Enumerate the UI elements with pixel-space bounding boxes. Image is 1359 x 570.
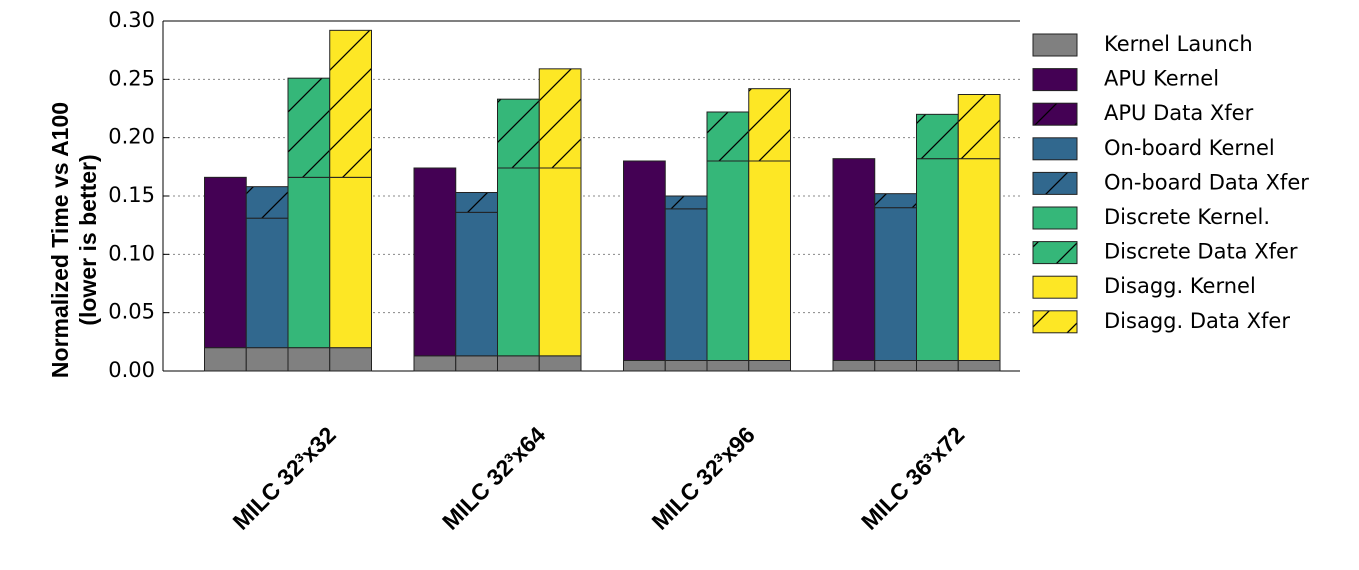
- bar-segment: [288, 348, 330, 371]
- bar-segment: [246, 218, 288, 348]
- bar-segment: [539, 356, 581, 371]
- legend-label: Disagg. Data Xfer: [1104, 309, 1290, 333]
- y-tick-label: 0.15: [108, 183, 155, 207]
- bar-segment: [707, 112, 749, 161]
- y-tick-label: 0.20: [108, 125, 155, 149]
- x-tick-label: MILC 36³x72: [856, 421, 969, 534]
- bar-segment: [707, 361, 749, 372]
- bar-segment: [330, 348, 372, 371]
- legend-swatch: [1033, 34, 1077, 56]
- legend-swatch: [1033, 311, 1077, 333]
- bar-segment: [749, 161, 791, 361]
- y-tick-label: 0.10: [108, 241, 155, 265]
- legend-swatch: [1033, 242, 1077, 264]
- bar-segment: [330, 30, 372, 177]
- bar-segment: [246, 348, 288, 371]
- legend-swatch: [1033, 276, 1077, 298]
- y-tick-label: 0.25: [108, 66, 155, 90]
- bar-segment: [875, 361, 917, 372]
- bar-segment: [917, 159, 959, 361]
- bar-segment: [833, 159, 875, 361]
- x-tick-label: MILC 32³x96: [647, 421, 760, 534]
- legend-swatch: [1033, 207, 1077, 229]
- page: Normalized Time vs A100 (lower is better…: [0, 0, 1359, 570]
- legend-swatch: [1033, 172, 1077, 194]
- bar-segment: [205, 177, 247, 347]
- bar-segment: [875, 194, 917, 208]
- bar-segment: [498, 356, 540, 371]
- y-tick-label: 0.30: [108, 8, 155, 32]
- bar-segment: [624, 361, 666, 372]
- x-tick-label: MILC 32³x32: [228, 421, 341, 534]
- bar-segment: [414, 356, 456, 371]
- bar-segment: [456, 356, 498, 371]
- bar-segment: [958, 159, 1000, 361]
- x-tick-label: MILC 32³x64: [437, 421, 550, 534]
- y-label: (lower is better): [75, 154, 101, 325]
- y-axis-title: Normalized Time vs A100 (lower is better…: [47, 102, 101, 378]
- bar-segment: [917, 361, 959, 372]
- legend-label: Discrete Data Xfer: [1104, 240, 1298, 264]
- bar-segment: [665, 209, 707, 361]
- bar-segment: [833, 361, 875, 372]
- legend-label: APU Data Xfer: [1104, 101, 1254, 125]
- bar-segment: [539, 168, 581, 356]
- bar-segment: [456, 212, 498, 355]
- bar-segment: [414, 168, 456, 356]
- legend-label: Kernel Launch: [1104, 32, 1253, 56]
- bar-segment: [707, 161, 749, 361]
- bar-segment: [498, 168, 540, 356]
- y-label: Normalized Time vs A100: [47, 102, 73, 378]
- legend-swatch: [1033, 103, 1077, 125]
- bar-segment: [875, 208, 917, 361]
- bar-segment: [665, 196, 707, 209]
- legend-label: Disagg. Kernel: [1104, 274, 1256, 298]
- bar-segment: [749, 89, 791, 161]
- bar-segment: [288, 78, 330, 177]
- legend-label: On-board Kernel: [1104, 136, 1275, 160]
- bar-segment: [958, 95, 1000, 159]
- legend-swatch: [1033, 69, 1077, 91]
- bar-segment: [205, 348, 247, 371]
- bar-segment: [330, 177, 372, 347]
- chart: Normalized Time vs A100 (lower is better…: [0, 0, 1359, 570]
- bar-segment: [958, 361, 1000, 372]
- bar-segment: [917, 114, 959, 158]
- bar-segment: [624, 161, 666, 361]
- y-tick-label: 0.05: [108, 300, 155, 324]
- bar-segment: [288, 177, 330, 347]
- bar-segment: [498, 99, 540, 168]
- bar-segment: [749, 361, 791, 372]
- bar-segment: [665, 361, 707, 372]
- bar-segment: [539, 69, 581, 168]
- legend-label: APU Kernel: [1104, 67, 1219, 91]
- legend-swatch: [1033, 138, 1077, 160]
- bar-segment: [456, 193, 498, 213]
- y-tick-label: 0.00: [108, 358, 155, 382]
- bar-segment: [246, 187, 288, 219]
- legend-label: Discrete Kernel.: [1104, 205, 1270, 229]
- legend-label: On-board Data Xfer: [1104, 170, 1309, 194]
